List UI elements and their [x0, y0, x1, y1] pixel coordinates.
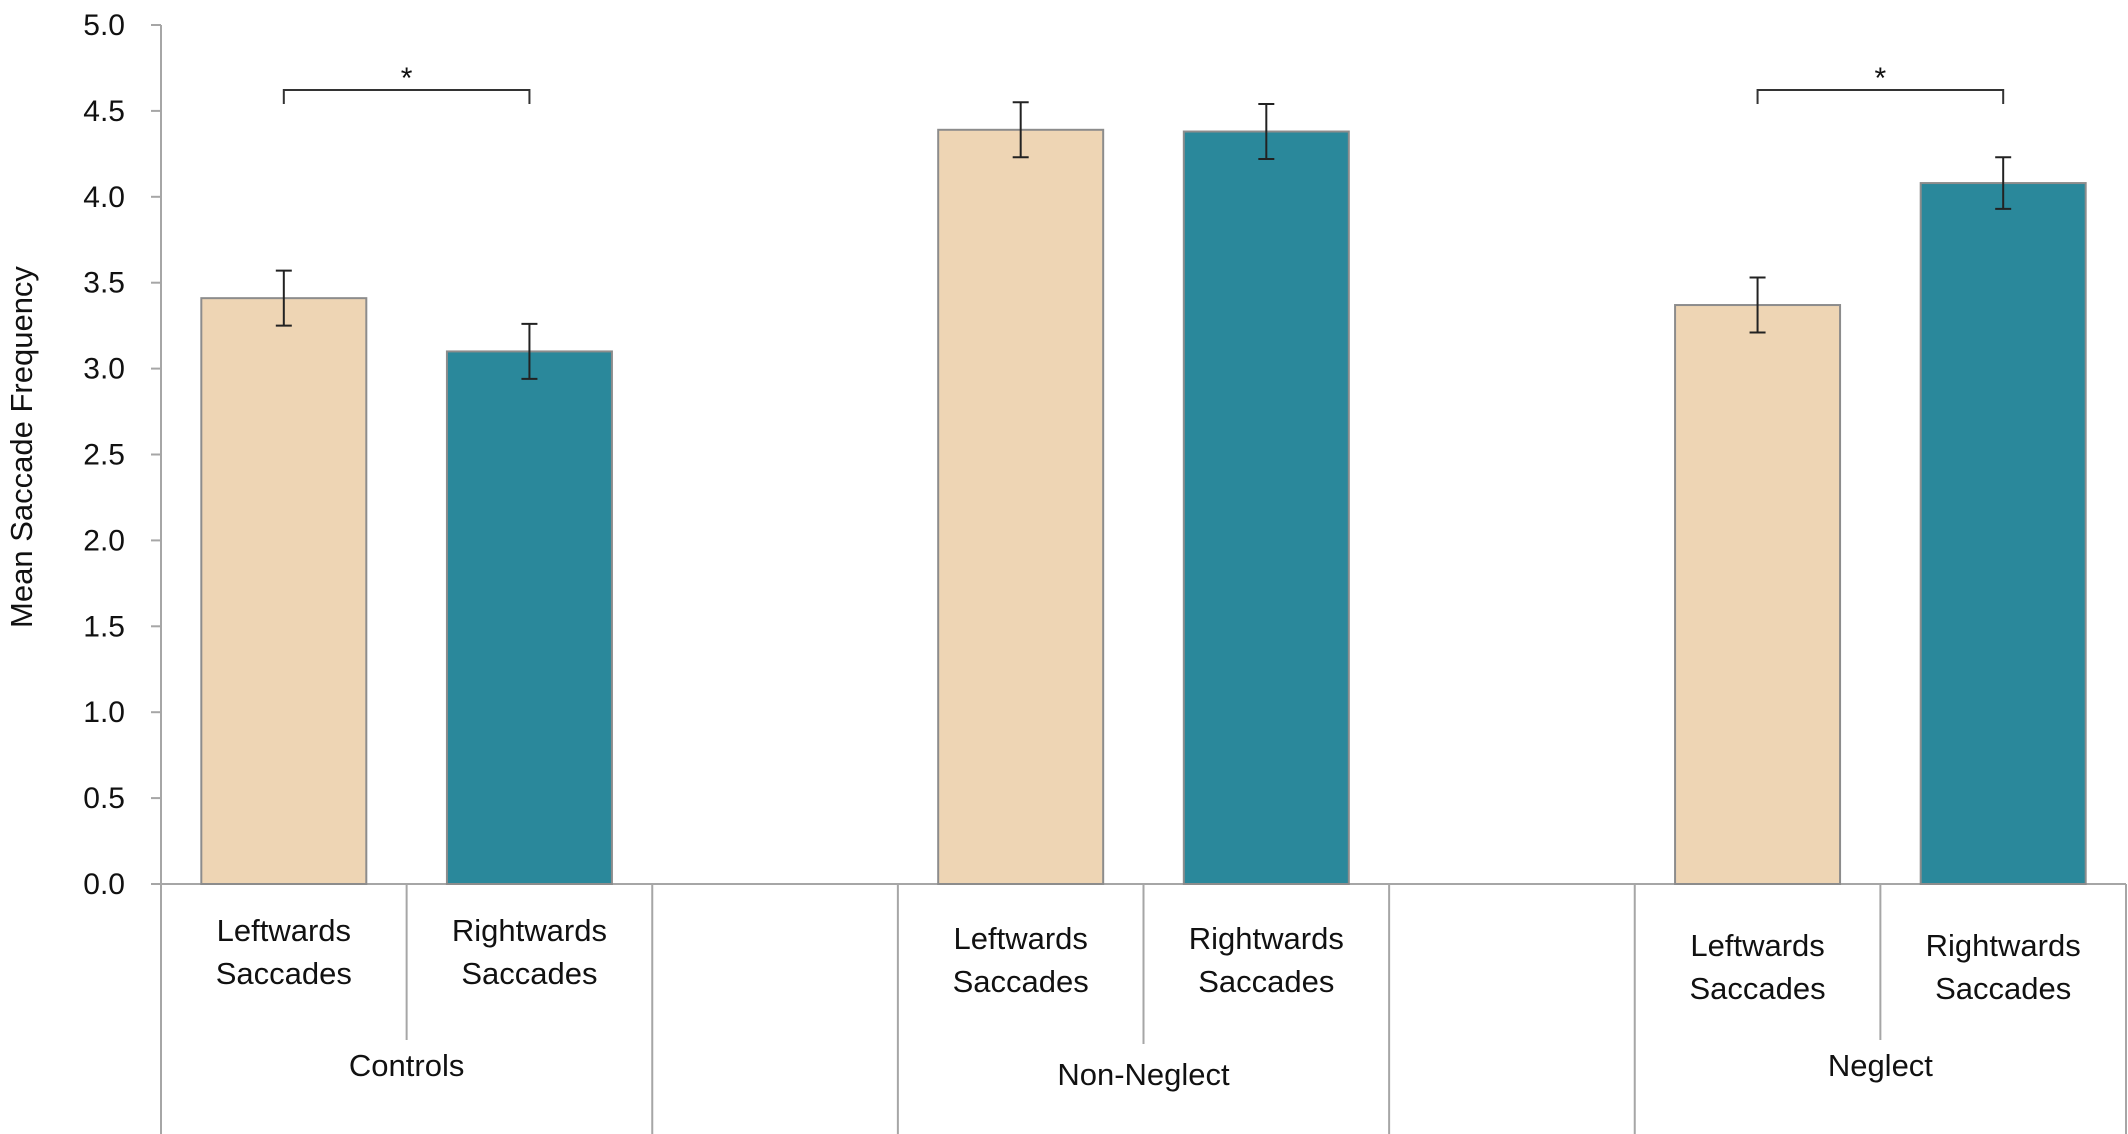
y-tick-label: 0.5	[83, 782, 125, 815]
bar-controls-leftwards	[200, 297, 368, 885]
category-label: Leftwards	[217, 913, 351, 948]
category-label: Rightwards	[452, 913, 607, 948]
y-tick-label: 3.0	[83, 353, 125, 386]
category-label: Saccades	[461, 956, 597, 991]
y-tick-label: 5.0	[83, 9, 125, 42]
category-label: Saccades	[1198, 964, 1334, 999]
y-tick-label: 4.5	[83, 95, 125, 128]
category-label: Rightwards	[1926, 928, 2081, 963]
significance-star: *	[401, 62, 413, 95]
bar-non-neglect-rightwards	[1182, 130, 1350, 886]
y-tick-label: 1.0	[83, 696, 125, 729]
significance-star: *	[1875, 62, 1887, 95]
category-label: Leftwards	[1690, 928, 1824, 963]
y-tick-label: 2.5	[83, 439, 125, 472]
category-label: Saccades	[953, 964, 1089, 999]
bar-neglect-rightwards	[1919, 182, 2087, 885]
category-label: Saccades	[1689, 971, 1825, 1006]
category-label: Saccades	[216, 956, 352, 991]
category-labels: Leftwards Saccades Rightwards Saccades Contr…	[216, 913, 2081, 1092]
significance-bracket	[1756, 89, 2005, 104]
bar-neglect-leftwards	[1674, 304, 1842, 885]
category-label: Leftwards	[953, 921, 1087, 956]
bars	[200, 128, 2087, 886]
y-tick-label: 0.0	[83, 868, 125, 901]
group-label: Non-Neglect	[1057, 1057, 1230, 1092]
y-axis-label: Mean Saccade Frequency	[4, 266, 39, 628]
group-label: Controls	[349, 1048, 464, 1083]
category-label: Rightwards	[1189, 921, 1344, 956]
y-tick-label: 4.0	[83, 181, 125, 214]
category-label: Saccades	[1935, 971, 2071, 1006]
group-label: Neglect	[1828, 1048, 1933, 1083]
significance-brackets: * *	[282, 62, 2005, 104]
bar-non-neglect-leftwards	[937, 128, 1105, 886]
significance-bracket	[282, 89, 531, 104]
y-tick-label: 3.5	[83, 267, 125, 300]
bar-controls-rightwards	[445, 350, 613, 886]
error-bars	[275, 101, 2012, 380]
y-tick-label: 2.0	[83, 524, 125, 557]
y-tick-label: 1.5	[83, 610, 125, 643]
